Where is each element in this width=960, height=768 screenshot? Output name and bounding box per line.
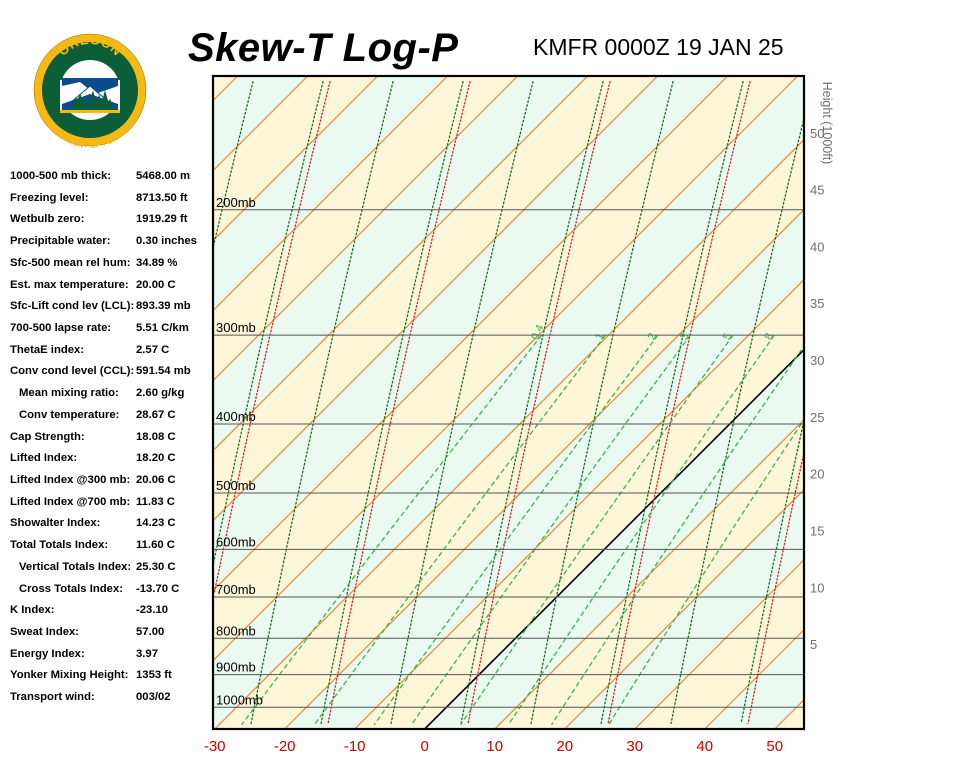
svg-text:400mb: 400mb bbox=[216, 409, 256, 424]
svg-text:25: 25 bbox=[810, 410, 824, 425]
svg-text:-30: -30 bbox=[204, 738, 226, 755]
svg-text:-10: -10 bbox=[344, 738, 366, 755]
svg-text:10: 10 bbox=[810, 580, 824, 595]
svg-text:10: 10 bbox=[486, 738, 503, 755]
svg-text:40: 40 bbox=[810, 239, 824, 254]
svg-text:50: 50 bbox=[766, 738, 783, 755]
svg-text:600mb: 600mb bbox=[216, 534, 256, 549]
svg-text:30: 30 bbox=[626, 738, 643, 755]
svg-text:30: 30 bbox=[810, 353, 824, 368]
svg-text:20: 20 bbox=[810, 467, 824, 482]
svg-text:40: 40 bbox=[696, 738, 713, 755]
svg-text:0: 0 bbox=[421, 738, 429, 755]
svg-text:-20: -20 bbox=[274, 738, 296, 755]
svg-text:20: 20 bbox=[556, 738, 573, 755]
svg-text:45: 45 bbox=[810, 183, 824, 198]
svg-text:300mb: 300mb bbox=[216, 320, 256, 335]
svg-text:1000mb: 1000mb bbox=[216, 692, 263, 707]
svg-text:900mb: 900mb bbox=[216, 660, 256, 675]
svg-text:35: 35 bbox=[810, 296, 824, 311]
svg-text:800mb: 800mb bbox=[216, 623, 256, 638]
svg-text:500mb: 500mb bbox=[216, 478, 256, 493]
svg-text:5: 5 bbox=[810, 637, 817, 652]
svg-text:700mb: 700mb bbox=[216, 582, 256, 597]
svg-text:15: 15 bbox=[810, 523, 824, 538]
svg-text:200mb: 200mb bbox=[216, 195, 256, 210]
svg-text:Height (1000ft): Height (1000ft) bbox=[820, 82, 834, 165]
